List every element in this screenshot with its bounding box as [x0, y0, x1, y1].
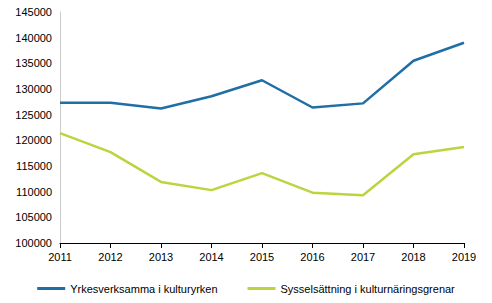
- svg-text:Yrkesverksamma i kulturyrken: Yrkesverksamma i kulturyrken: [70, 283, 217, 295]
- svg-text:100000: 100000: [15, 237, 52, 249]
- svg-text:110000: 110000: [16, 186, 52, 198]
- svg-text:120000: 120000: [15, 134, 52, 146]
- svg-text:145000: 145000: [15, 6, 52, 18]
- svg-text:2012: 2012: [98, 251, 122, 263]
- svg-text:2016: 2016: [300, 251, 324, 263]
- svg-text:2018: 2018: [401, 251, 425, 263]
- svg-text:125000: 125000: [15, 109, 52, 121]
- svg-text:140000: 140000: [15, 32, 52, 44]
- svg-text:Sysselsättning i kulturnärings: Sysselsättning i kulturnäringsgrenar: [281, 283, 456, 295]
- svg-text:135000: 135000: [15, 57, 52, 69]
- svg-text:115000: 115000: [16, 160, 52, 172]
- svg-text:2017: 2017: [351, 251, 375, 263]
- svg-text:2013: 2013: [149, 251, 173, 263]
- svg-text:2015: 2015: [250, 251, 274, 263]
- svg-text:130000: 130000: [15, 83, 52, 95]
- svg-text:2019: 2019: [452, 251, 476, 263]
- svg-text:2011: 2011: [48, 251, 72, 263]
- svg-text:2014: 2014: [199, 251, 223, 263]
- svg-text:105000: 105000: [15, 211, 52, 223]
